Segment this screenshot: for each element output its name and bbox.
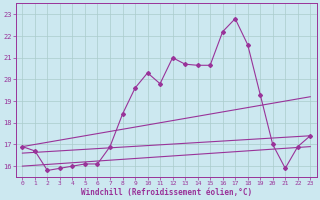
X-axis label: Windchill (Refroidissement éolien,°C): Windchill (Refroidissement éolien,°C) (81, 188, 252, 197)
